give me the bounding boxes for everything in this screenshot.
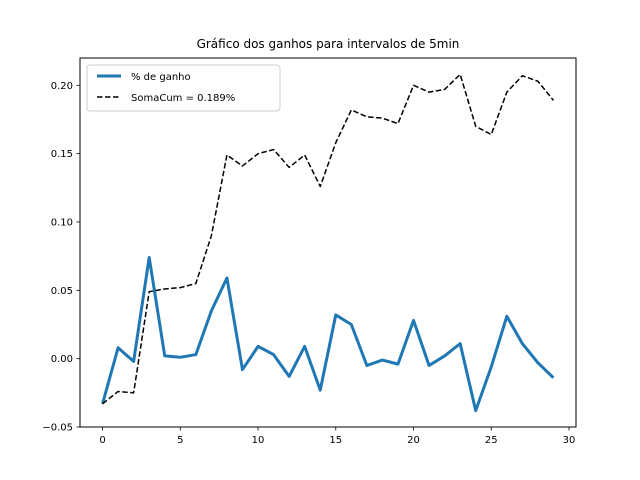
y-tick-label: 0.15 <box>51 149 73 160</box>
axes-frame <box>79 57 577 428</box>
legend-label-gain: % de ganho <box>131 72 191 83</box>
y-tick-label: −0.05 <box>42 423 73 434</box>
y-tick-label: 0.10 <box>51 218 73 229</box>
y-tick-label: 0.00 <box>51 354 73 365</box>
y-axis: −0.05 0.00 0.05 0.10 0.15 0.20 <box>42 81 80 434</box>
axes <box>79 57 577 428</box>
x-tick-label: 20 <box>407 435 420 446</box>
chart-title: Gráfico dos ganhos para intervalos de 5m… <box>197 37 460 51</box>
series-line-gain <box>101 256 555 413</box>
x-axis: 0 5 10 15 20 25 30 <box>99 427 575 446</box>
x-tick-label: 0 <box>99 435 105 446</box>
series-line-cumsum <box>102 73 555 405</box>
legend-label-cumsum: SomaCum = 0.189% <box>131 93 235 104</box>
plot-lines <box>101 73 555 413</box>
x-tick-label: 5 <box>177 435 183 446</box>
legend-box <box>86 64 281 112</box>
x-tick-label: 25 <box>485 435 498 446</box>
x-tick-label: 10 <box>252 435 265 446</box>
y-tick-label: 0.20 <box>51 81 73 92</box>
x-tick-label: 30 <box>563 435 576 446</box>
x-tick-label: 15 <box>329 435 342 446</box>
y-tick-label: 0.05 <box>51 286 73 297</box>
legend: % de ganho SomaCum = 0.189% <box>86 64 281 112</box>
